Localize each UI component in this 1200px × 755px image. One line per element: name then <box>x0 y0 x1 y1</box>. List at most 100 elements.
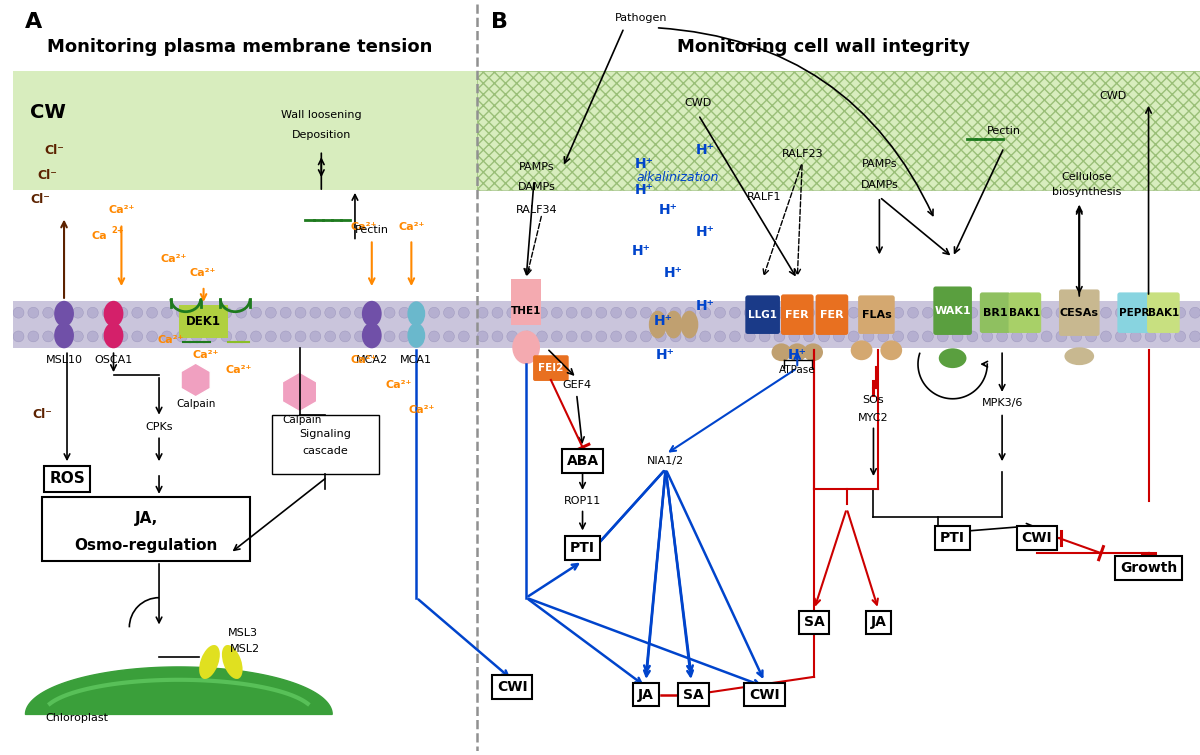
Text: A: A <box>24 12 42 32</box>
Circle shape <box>251 331 262 342</box>
Circle shape <box>700 331 710 342</box>
Text: alkalinization: alkalinization <box>636 171 719 183</box>
Circle shape <box>878 307 889 318</box>
Circle shape <box>923 331 934 342</box>
Circle shape <box>625 331 636 342</box>
Circle shape <box>384 331 395 342</box>
Circle shape <box>176 307 187 318</box>
Circle shape <box>581 331 592 342</box>
Circle shape <box>116 307 128 318</box>
Circle shape <box>997 307 1008 318</box>
Circle shape <box>536 307 547 318</box>
Circle shape <box>1175 331 1186 342</box>
Circle shape <box>1042 307 1052 318</box>
Circle shape <box>88 331 98 342</box>
Circle shape <box>176 331 187 342</box>
Text: Monitoring plasma membrane tension: Monitoring plasma membrane tension <box>48 39 433 57</box>
Text: ROS: ROS <box>49 471 85 486</box>
Ellipse shape <box>222 645 242 679</box>
Text: NIA1/2: NIA1/2 <box>647 456 684 466</box>
Circle shape <box>774 331 785 342</box>
Circle shape <box>191 331 202 342</box>
Text: THE1: THE1 <box>511 306 541 316</box>
Circle shape <box>1145 307 1156 318</box>
Circle shape <box>818 307 829 318</box>
Circle shape <box>325 331 336 342</box>
Circle shape <box>1189 331 1200 342</box>
Text: SA: SA <box>804 615 824 630</box>
Text: biosynthesis: biosynthesis <box>1051 187 1121 197</box>
Circle shape <box>235 331 247 342</box>
Circle shape <box>625 307 636 318</box>
Circle shape <box>551 307 563 318</box>
FancyBboxPatch shape <box>1008 292 1042 333</box>
Circle shape <box>414 331 425 342</box>
Text: Ca²⁺: Ca²⁺ <box>108 205 134 214</box>
Circle shape <box>893 331 904 342</box>
Text: Ca²⁺: Ca²⁺ <box>190 268 216 278</box>
Circle shape <box>670 331 682 342</box>
Circle shape <box>28 307 38 318</box>
Circle shape <box>1115 307 1127 318</box>
Circle shape <box>398 331 410 342</box>
Circle shape <box>492 307 503 318</box>
Ellipse shape <box>408 323 425 348</box>
Circle shape <box>611 331 622 342</box>
Circle shape <box>641 331 652 342</box>
Text: Deposition: Deposition <box>292 130 352 140</box>
Text: RALF23: RALF23 <box>781 149 823 159</box>
Circle shape <box>325 307 336 318</box>
Circle shape <box>1070 307 1081 318</box>
Bar <box>272 414 379 474</box>
Text: Ca²⁺: Ca²⁺ <box>226 365 251 375</box>
Circle shape <box>818 331 829 342</box>
Text: Monitoring cell wall integrity: Monitoring cell wall integrity <box>678 39 971 57</box>
Text: H⁺: H⁺ <box>635 157 653 171</box>
Circle shape <box>1070 331 1081 342</box>
Circle shape <box>581 307 592 318</box>
Text: MCA2: MCA2 <box>355 355 388 365</box>
Text: SOs: SOs <box>863 395 884 405</box>
Text: CPKs: CPKs <box>145 423 173 433</box>
Circle shape <box>551 331 563 342</box>
Text: Calpain: Calpain <box>176 399 215 408</box>
Ellipse shape <box>512 331 540 364</box>
Text: Cl⁻: Cl⁻ <box>32 408 53 421</box>
Text: JA: JA <box>638 688 654 701</box>
Circle shape <box>295 307 306 318</box>
Text: Signaling: Signaling <box>299 430 352 439</box>
Circle shape <box>1086 331 1097 342</box>
Text: Cl⁻: Cl⁻ <box>44 144 64 157</box>
Circle shape <box>281 307 292 318</box>
Text: H⁺: H⁺ <box>788 348 806 362</box>
Circle shape <box>863 331 874 342</box>
Circle shape <box>952 331 964 342</box>
Text: Ca: Ca <box>92 232 108 242</box>
FancyBboxPatch shape <box>980 292 1010 333</box>
Circle shape <box>191 307 202 318</box>
Circle shape <box>1130 307 1141 318</box>
Text: Cl⁻: Cl⁻ <box>37 168 58 182</box>
Text: Cellulose: Cellulose <box>1061 172 1111 182</box>
Text: Ca²⁺: Ca²⁺ <box>161 254 187 264</box>
Text: H⁺: H⁺ <box>635 183 653 197</box>
Circle shape <box>1012 307 1022 318</box>
Circle shape <box>1160 331 1171 342</box>
FancyBboxPatch shape <box>934 286 972 335</box>
Circle shape <box>907 331 918 342</box>
Circle shape <box>1189 307 1200 318</box>
Circle shape <box>967 307 978 318</box>
Bar <box>476 300 1200 348</box>
Polygon shape <box>25 667 332 714</box>
Circle shape <box>1115 331 1127 342</box>
Ellipse shape <box>1064 347 1094 365</box>
Text: LLG1: LLG1 <box>748 310 778 319</box>
Text: B: B <box>491 12 508 32</box>
Ellipse shape <box>772 344 791 361</box>
Text: ATPase: ATPase <box>779 365 816 375</box>
Circle shape <box>206 331 217 342</box>
Circle shape <box>132 307 143 318</box>
Circle shape <box>281 331 292 342</box>
Circle shape <box>478 331 488 342</box>
Circle shape <box>13 331 24 342</box>
